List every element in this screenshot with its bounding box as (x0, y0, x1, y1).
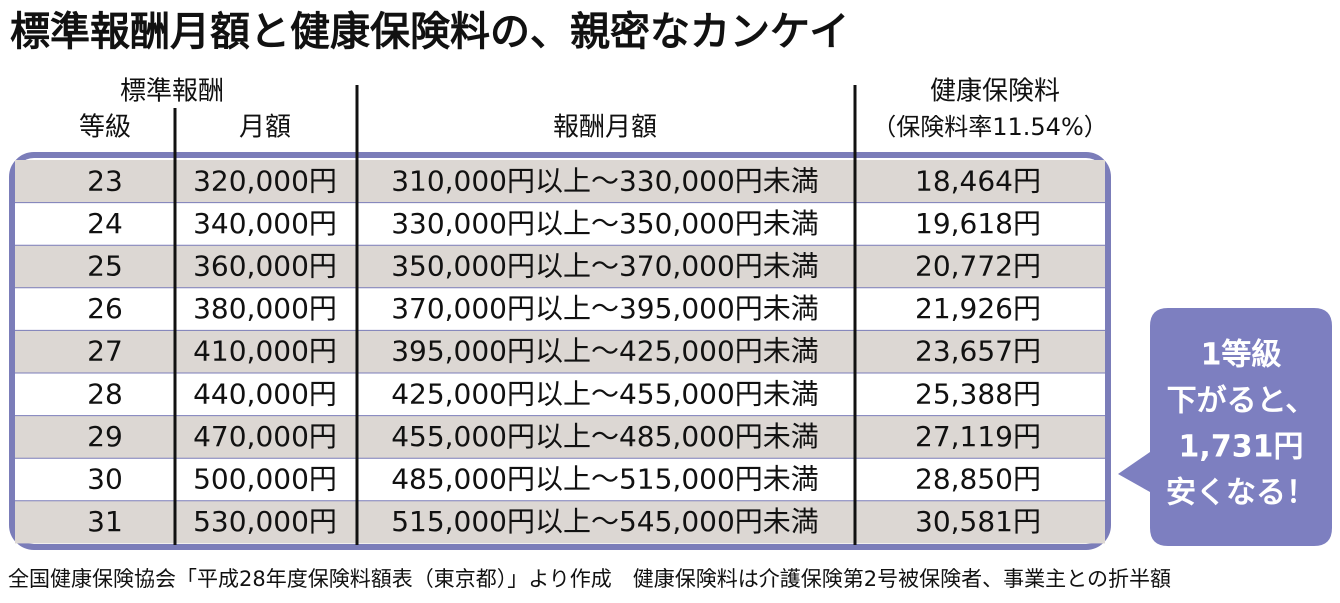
premium: 30,581円 (915, 505, 1041, 538)
salary-range: 310,000円以上～330,000円未満 (391, 164, 819, 197)
salary-range: 515,000円以上～545,000円未満 (391, 505, 819, 538)
salary-range: 350,000円以上～370,000円未満 (391, 250, 819, 283)
monthly-amount: 470,000円 (193, 420, 337, 453)
row-background (15, 330, 1105, 373)
premium: 25,388円 (915, 377, 1041, 410)
premium: 21,926円 (915, 292, 1041, 325)
grade: 23 (87, 164, 123, 197)
callout-line: 1等級 (1201, 338, 1282, 373)
salary-range: 455,000円以上～485,000円未満 (391, 420, 819, 453)
row-background (15, 458, 1105, 501)
salary-range: 330,000円以上～350,000円未満 (391, 207, 819, 240)
grade: 29 (87, 420, 123, 453)
premium: 28,850円 (915, 463, 1041, 496)
monthly-amount: 440,000円 (193, 377, 337, 410)
callout-line: 1,731円 (1179, 430, 1304, 465)
header-range: 報酬月額 (553, 113, 657, 143)
row-background (15, 373, 1105, 416)
monthly-amount: 530,000円 (193, 505, 337, 538)
header-premium: 健康保険料 (930, 77, 1060, 107)
grade: 24 (87, 207, 123, 240)
monthly-amount: 380,000円 (193, 292, 337, 325)
grade: 26 (87, 292, 123, 325)
row-background (15, 415, 1105, 459)
callout-line: 下がると、 (1167, 384, 1316, 419)
footnote: 全国健康保険協会「平成28年度保険料額表（東京都）」より作成 健康保険料は介護保… (8, 567, 1171, 591)
monthly-amount: 320,000円 (193, 164, 337, 197)
row-background (15, 245, 1105, 288)
header-monthly: 月額 (239, 113, 291, 143)
monthly-amount: 410,000円 (193, 335, 337, 368)
premium: 18,464円 (915, 164, 1041, 197)
salary-range: 485,000円以上～515,000円未満 (391, 463, 819, 496)
row-background (15, 202, 1105, 246)
row-background (15, 500, 1105, 544)
grade: 27 (87, 335, 123, 368)
premium: 20,772円 (915, 250, 1041, 283)
row-background (15, 160, 1105, 203)
header-standard: 標準報酬 (120, 77, 224, 107)
salary-range: 425,000円以上～455,000円未満 (391, 377, 819, 410)
grade: 28 (87, 377, 123, 410)
premium: 19,618円 (915, 207, 1041, 240)
header-grade: 等級 (79, 113, 131, 143)
callout-line: 安くなる！ (1166, 476, 1316, 511)
title: 標準報酬月額と健康保険料の、親密なカンケイ (10, 9, 849, 55)
monthly-amount: 340,000円 (193, 207, 337, 240)
header-rate: （保険料率11.54%） (872, 113, 1108, 141)
premium: 23,657円 (915, 335, 1041, 368)
grade: 31 (87, 505, 123, 538)
salary-range: 370,000円以上～395,000円未満 (391, 292, 819, 325)
callout-bubble (1118, 308, 1332, 546)
monthly-amount: 360,000円 (193, 250, 337, 283)
row-background (15, 287, 1105, 331)
grade: 30 (87, 463, 123, 496)
premium: 27,119円 (915, 420, 1041, 453)
grade: 25 (87, 250, 123, 283)
salary-range: 395,000円以上～425,000円未満 (391, 335, 819, 368)
monthly-amount: 500,000円 (193, 463, 337, 496)
